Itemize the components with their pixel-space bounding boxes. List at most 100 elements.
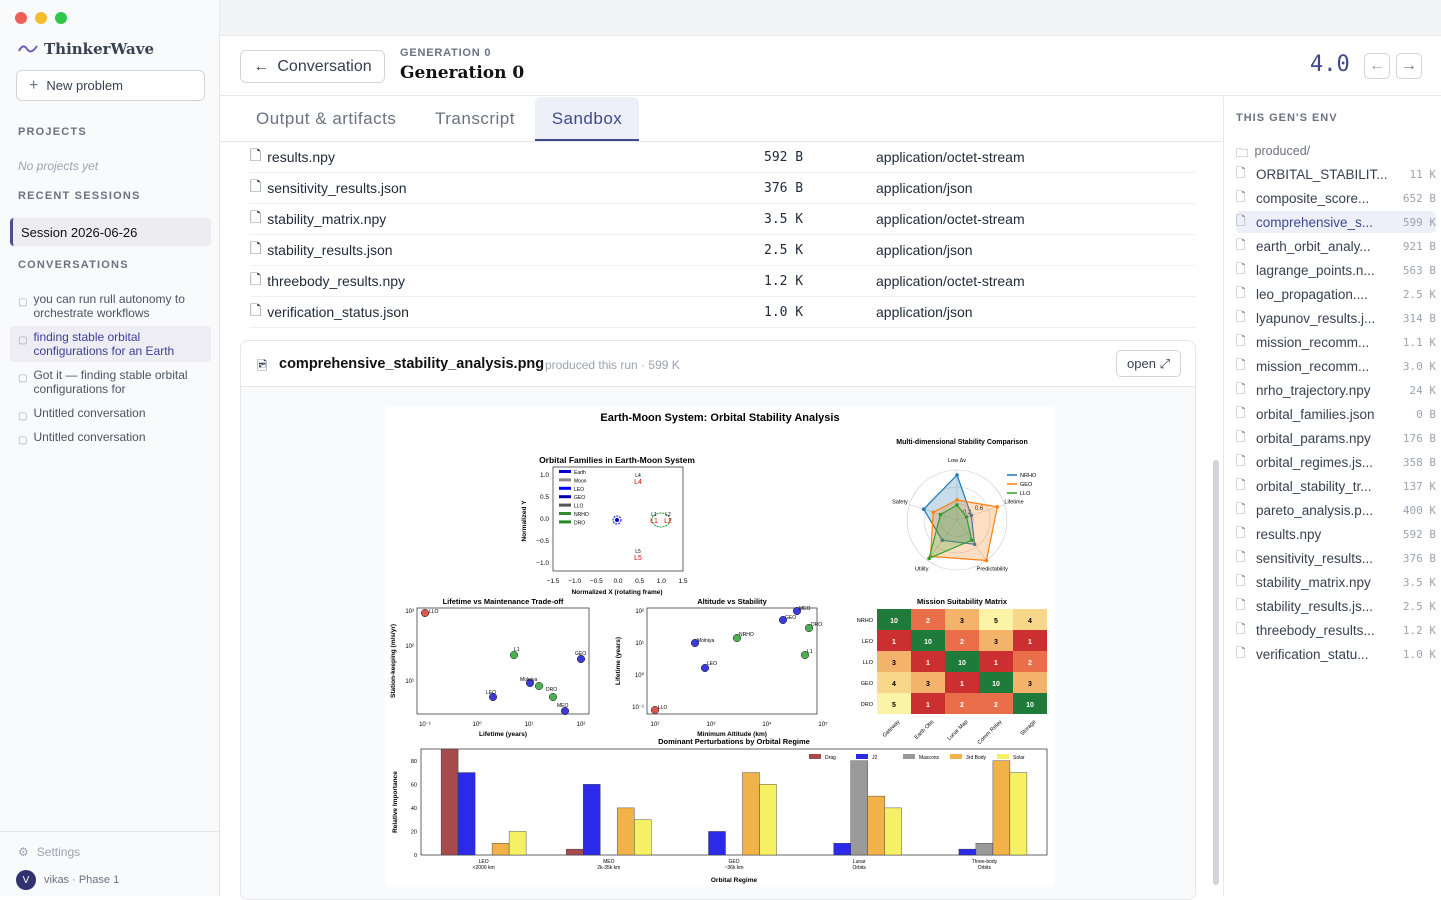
- heatmap-cell: [979, 672, 1013, 693]
- tab-transcript[interactable]: Transcript: [435, 109, 515, 128]
- env-file-item[interactable]: 🗋 orbital_regimes.js... 358 B: [1236, 451, 1436, 473]
- bar: [457, 772, 476, 856]
- conversation-item[interactable]: ▢ Untitled conversation: [10, 402, 211, 428]
- legend-swatch: [903, 754, 915, 759]
- chat-icon: ▢: [18, 411, 28, 422]
- scatter-point: [534, 681, 544, 691]
- conversation-item[interactable]: ▢ Got it — finding stable orbital configu…: [10, 364, 211, 400]
- minimize-window-button[interactable]: [35, 12, 47, 24]
- scatter-point: [509, 650, 519, 660]
- env-file-item[interactable]: 🗋 composite_score... 652 B: [1236, 187, 1436, 209]
- env-file-item[interactable]: 🗋 nrho_trajectory.npy 24 K: [1236, 379, 1436, 401]
- env-file-item[interactable]: 🗋 sensitivity_results... 376 B: [1236, 547, 1436, 569]
- env-file-name: orbital_regimes.js...: [1256, 454, 1374, 470]
- folder-produced[interactable]: 🗀 produced/: [1236, 144, 1310, 165]
- x-axis-label: Minimum Altitude (km): [697, 731, 767, 738]
- env-file-item[interactable]: 🗋 comprehensive_s... 599 K: [1236, 211, 1436, 233]
- legend-swatch: [559, 470, 571, 473]
- new-problem-label: New problem: [46, 78, 123, 93]
- x-tick-label: Orbits: [978, 865, 992, 871]
- env-file-item[interactable]: 🗋 orbital_params.npy 176 B: [1236, 427, 1436, 449]
- env-file-name: orbital_stability_tr...: [1256, 478, 1372, 494]
- prev-generation-button[interactable]: ←: [1364, 53, 1390, 79]
- next-generation-button[interactable]: →: [1396, 53, 1422, 79]
- x-tick-label: LEO: [479, 859, 489, 865]
- file-icon: 🗋: [250, 209, 262, 225]
- y-tick-label: 10¹: [635, 641, 644, 647]
- env-file-item[interactable]: 🗋 stability_matrix.npy 3.5 K: [1236, 571, 1436, 593]
- env-file-item[interactable]: 🗋 mission_recomm... 3.0 K: [1236, 355, 1436, 377]
- env-file-item[interactable]: 🗋 stability_results.js... 2.5 K: [1236, 595, 1436, 617]
- table-row[interactable]: 🗋 stability_matrix.npy 3.5 K application/oc…: [250, 204, 1196, 235]
- open-button[interactable]: open ⤢: [1116, 350, 1181, 377]
- env-file-item[interactable]: 🗋 orbital_families.json 0 B: [1236, 403, 1436, 425]
- conversation-item[interactable]: ▢ Untitled conversation: [10, 426, 211, 452]
- conversation-item[interactable]: ▢ you can run rull autonomy to orchestrat…: [10, 288, 211, 324]
- maximize-window-button[interactable]: [55, 12, 67, 24]
- env-file-name: mission_recomm...: [1256, 334, 1370, 350]
- bar: [708, 831, 726, 856]
- heatmap-cell: [877, 609, 911, 630]
- tab-output-artifacts[interactable]: Output & artifacts: [256, 109, 397, 128]
- scatter-point: [560, 706, 570, 716]
- env-file-size: 376 B: [1402, 551, 1436, 565]
- table-row[interactable]: 🗋 stability_results.json 2.5 K application/…: [250, 235, 1196, 266]
- radar-series: [928, 504, 973, 560]
- env-file-item[interactable]: 🗋 results.npy 592 B: [1236, 523, 1436, 545]
- y-tick-label: 10⁻¹: [632, 705, 644, 711]
- file-icon: 🗋: [1236, 501, 1246, 516]
- heatmap-cell: [979, 630, 1013, 651]
- y-tick-label: 1.0: [540, 472, 549, 479]
- file-icon: 🗋: [250, 271, 262, 287]
- settings-link[interactable]: ⚙ Settings: [18, 845, 80, 859]
- lagrange-point-label: L2: [665, 512, 671, 518]
- chat-icon: ▢: [18, 435, 28, 446]
- env-file-item[interactable]: 🗋 leo_propagation.... 2.5 K: [1236, 283, 1436, 305]
- close-window-button[interactable]: [15, 12, 27, 24]
- session-item[interactable]: Session 2026-06-26: [10, 218, 211, 246]
- file-name: sensitivity_results.json: [267, 180, 407, 196]
- env-file-item[interactable]: 🗋 lyapunov_results.j... 314 B: [1236, 307, 1436, 329]
- bar: [958, 848, 977, 856]
- table-row[interactable]: 🗋 threebody_results.npy 1.2 K application/o…: [250, 266, 1196, 297]
- x-tick-label: 1.0: [657, 578, 666, 585]
- env-file-item[interactable]: 🗋 ORBITAL_STABILIT... 11 K: [1236, 163, 1436, 185]
- image-file-icon: 🖻: [257, 358, 268, 373]
- legend-entry: Moon: [574, 478, 587, 484]
- file-icon: 🗋: [1236, 165, 1246, 180]
- env-file-name: stability_results.js...: [1256, 598, 1374, 614]
- x-tick-label: 10²: [651, 722, 660, 728]
- table-row[interactable]: 🗋 verification_status.json 1.0 K applicatio…: [250, 297, 1196, 328]
- env-file-item[interactable]: 🗋 verification_statu... 1.0 K: [1236, 643, 1436, 665]
- radar-ring-label: 0.2: [963, 510, 972, 516]
- user-menu[interactable]: V vikas · Phase 1: [16, 870, 119, 890]
- file-icon: 🗋: [1236, 597, 1246, 612]
- table-row[interactable]: 🗋 sensitivity_results.json 376 B applicatio…: [250, 173, 1196, 204]
- new-problem-button[interactable]: + New problem: [16, 70, 205, 101]
- conversation-item-active[interactable]: ▢ finding stable orbital configurations f…: [10, 326, 211, 362]
- env-file-item[interactable]: 🗋 threebody_results... 1.2 K: [1236, 619, 1436, 641]
- file-type: application/json: [876, 180, 973, 196]
- y-tick-label: 0.5: [540, 494, 549, 501]
- scrollbar-thumb[interactable]: [1213, 460, 1219, 885]
- env-file-item[interactable]: 🗋 pareto_analysis.p... 400 K: [1236, 499, 1436, 521]
- heatmap-value: 4: [892, 681, 896, 688]
- heatmap-value: 2: [994, 702, 998, 709]
- table-row[interactable]: 🗋 results.npy 592 B application/octet-strea…: [250, 142, 1196, 173]
- scatter-point: [420, 608, 430, 618]
- scatter-point: [732, 633, 742, 643]
- env-file-item[interactable]: 🗋 orbital_stability_tr... 137 K: [1236, 475, 1436, 497]
- point-label: NRHO: [739, 632, 754, 638]
- x-tick-label: 0.5: [635, 578, 644, 585]
- env-file-item[interactable]: 🗋 earth_orbit_analy... 921 B: [1236, 235, 1436, 257]
- heatmap-value: 1: [926, 702, 930, 709]
- env-file-item[interactable]: 🗋 lagrange_points.n... 563 B: [1236, 259, 1436, 281]
- legend-entry: Earth: [574, 470, 586, 476]
- back-to-conversation-button[interactable]: ← Conversation: [240, 50, 385, 83]
- arrow-left-icon: ←: [253, 57, 270, 75]
- env-file-item[interactable]: 🗋 mission_recomm... 1.1 K: [1236, 331, 1436, 353]
- heatmap-value: 1: [994, 660, 998, 667]
- tab-sandbox[interactable]: Sandbox: [535, 97, 639, 141]
- y-tick-label: 10²: [635, 609, 644, 615]
- heatmap-cell: [877, 651, 911, 672]
